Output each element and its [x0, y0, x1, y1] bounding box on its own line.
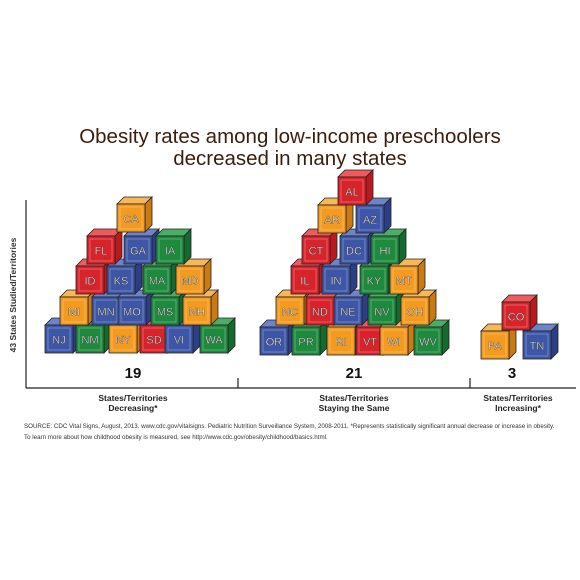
state-block-nh: NH	[182, 289, 219, 326]
state-block-fl: FL	[86, 228, 123, 265]
state-label-dc: DC	[346, 246, 362, 258]
label-decreasing: States/Territories Decreasing*	[73, 393, 193, 413]
state-label-ms: MS	[157, 307, 174, 319]
state-label-ks: KS	[114, 276, 129, 288]
state-block-ca: CA	[116, 196, 153, 233]
state-block-hi: HI	[370, 228, 407, 265]
state-block-dc: DC	[339, 228, 376, 265]
state-label-ne: NE	[340, 307, 355, 319]
state-label-al: AL	[345, 187, 358, 199]
block-groups: NJ NM NY SD VI WA MI MN MO MS NH ID KS MA MD FL GA IA CA OR…	[44, 169, 559, 360]
state-label-ca: CA	[123, 214, 139, 226]
state-block-co: CO	[501, 294, 538, 331]
state-label-oh: OH	[407, 307, 424, 319]
state-label-sd: SD	[146, 335, 161, 347]
state-label-co: CO	[508, 312, 525, 324]
state-label-vi: VI	[174, 335, 184, 347]
label-decreasing-line-2: Decreasing*	[108, 403, 158, 413]
state-block-tn: TN	[522, 323, 559, 360]
state-label-pa: PA	[488, 341, 503, 353]
state-label-or: OR	[266, 337, 283, 349]
chart-title: Obesity rates among low-income preschool…	[0, 126, 580, 170]
state-label-il: IL	[300, 276, 309, 288]
state-label-nh: NH	[189, 307, 205, 319]
state-label-pr: PR	[298, 337, 313, 349]
label-increasing: States/Territories Increasing*	[463, 393, 573, 413]
label-same-line-1: States/Territories	[319, 393, 389, 403]
state-label-wa: WA	[205, 335, 223, 347]
state-label-nc: NC	[282, 307, 298, 319]
state-block-pr: PR	[291, 319, 328, 356]
state-label-md: MD	[181, 276, 198, 288]
state-label-ny: NY	[115, 335, 131, 347]
state-label-nj: NJ	[52, 335, 65, 347]
count-same: 21	[345, 365, 363, 382]
state-label-ky: KY	[367, 276, 382, 288]
label-decreasing-line-1: States/Territories	[98, 393, 168, 403]
count-decreasing: 19	[124, 365, 142, 382]
state-block-wv: WV	[413, 319, 450, 356]
state-block-ne: NE	[333, 289, 370, 326]
state-block-oh: OH	[400, 289, 437, 326]
state-label-ct: CT	[309, 246, 324, 258]
state-label-ma: MA	[149, 276, 166, 288]
label-same-line-2: Staying the Same	[318, 403, 390, 413]
state-label-wv: WV	[419, 337, 437, 349]
state-label-ar: AR	[324, 215, 339, 227]
state-label-wi: WI	[387, 337, 400, 349]
count-increasing: 3	[507, 365, 517, 382]
block-group-2: OR PR RI VT WI WV NC ND NE NV OH IL IN KY MT CT DC HI AR AZ…	[259, 169, 450, 356]
state-label-ia: IA	[165, 246, 176, 258]
state-block-nv: NV	[367, 289, 404, 326]
state-label-mn: MN	[97, 307, 114, 319]
state-block-ia: IA	[155, 228, 192, 265]
source-line-1: SOURCE: CDC Vital Signs, August, 2013. w…	[24, 423, 555, 430]
state-label-nm: NM	[81, 335, 98, 347]
title-line-1: Obesity rates among low-income preschool…	[79, 125, 501, 148]
state-label-ga: GA	[130, 246, 147, 258]
state-label-tn: TN	[530, 341, 545, 353]
state-label-id: ID	[85, 276, 96, 288]
state-label-vt: VT	[363, 337, 377, 349]
state-label-mi: MI	[68, 307, 80, 319]
state-label-az: AZ	[363, 215, 377, 227]
source-note: SOURCE: CDC Vital Signs, August, 2013. w…	[24, 421, 574, 443]
state-block-mo: MO	[117, 289, 154, 326]
block-group-3: PA TN CO	[480, 294, 559, 360]
block-group-1: NJ NM NY SD VI WA MI MN MO MS NH ID KS MA MD FL GA IA CA	[44, 196, 236, 354]
state-block-ga: GA	[123, 228, 160, 265]
state-label-nd: ND	[312, 307, 328, 319]
state-label-fl: FL	[95, 246, 108, 258]
state-label-in: IN	[331, 276, 342, 288]
state-label-hi: HI	[380, 246, 391, 258]
state-label-ri: RI	[336, 337, 347, 349]
label-increasing-line-2: Increasing*	[495, 403, 541, 413]
state-block-ms: MS	[150, 289, 187, 326]
label-same: States/Territories Staying the Same	[294, 393, 414, 413]
state-block-mi: MI	[59, 289, 96, 326]
state-label-nv: NV	[374, 307, 390, 319]
state-block-ct: CT	[301, 228, 338, 265]
state-label-mo: MO	[123, 307, 141, 319]
title-line-2: decreased in many states	[173, 147, 407, 170]
state-block-al: AL	[337, 169, 374, 206]
label-increasing-line-1: States/Territories	[483, 393, 553, 403]
state-label-mt: MT	[396, 276, 412, 288]
source-line-2: To learn more about how childhood obesit…	[24, 434, 328, 441]
